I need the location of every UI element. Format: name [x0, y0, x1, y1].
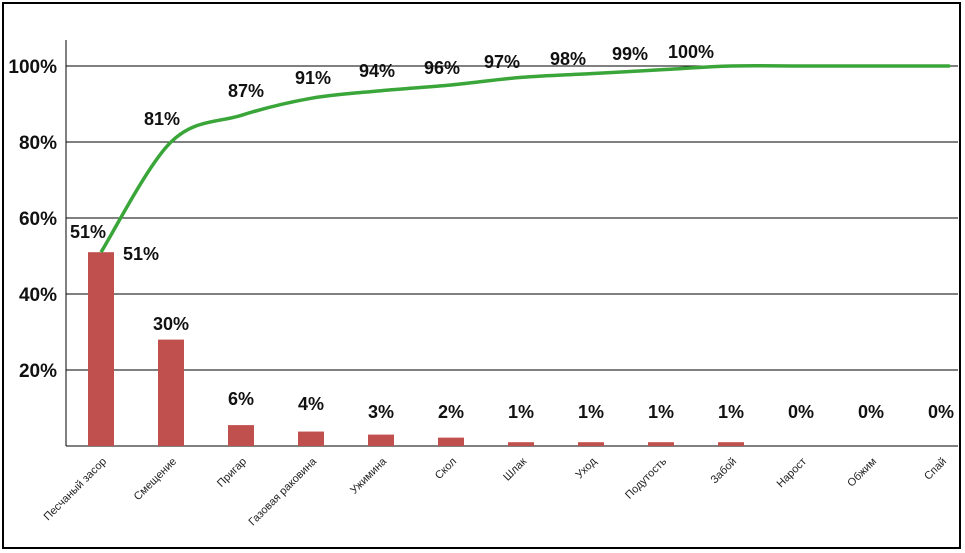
cumulative-data-label: 94%: [359, 61, 395, 81]
x-tick-label: Шлак: [501, 456, 529, 484]
bar-data-label: 6%: [228, 389, 254, 409]
cumulative-data-label: 96%: [424, 58, 460, 78]
bar-data-label: 1%: [578, 402, 604, 422]
x-tick-label: Скол: [433, 456, 459, 482]
bar: [158, 339, 184, 446]
bar: [648, 442, 674, 446]
bar: [368, 434, 394, 446]
bar-data-label: 1%: [508, 402, 534, 422]
x-tick-label: Нарост: [775, 456, 810, 491]
x-tick-label: Уход: [574, 455, 600, 481]
x-tick-label: Подутость: [623, 455, 669, 501]
bar-data-label: 2%: [438, 402, 464, 422]
bar-data-label: 0%: [858, 402, 884, 422]
cumulative-data-label: 98%: [550, 49, 586, 69]
y-tick-label: 40%: [19, 285, 57, 306]
bar-data-label: 1%: [648, 402, 674, 422]
bar-data-label: 4%: [298, 394, 324, 414]
bar: [718, 442, 744, 446]
bar: [298, 431, 324, 446]
bar-data-label: 3%: [368, 402, 394, 422]
bar: [578, 442, 604, 446]
x-tick-label: Газовая раковина: [246, 455, 319, 528]
x-tick-label: Спай: [922, 456, 949, 483]
bar-data-label: 51%: [123, 244, 159, 264]
x-tick-label: Ужимина: [348, 455, 390, 497]
cumulative-data-label: 100%: [668, 42, 714, 62]
bar-data-label: 30%: [153, 314, 189, 334]
x-tick-label: Забой: [708, 456, 739, 487]
cumulative-data-label: 91%: [295, 68, 331, 88]
cumulative-data-label: 81%: [144, 109, 180, 129]
cumulative-line: [99, 63, 951, 254]
x-tick-label: Смещение: [132, 456, 179, 503]
y-tick-label: 100%: [8, 57, 57, 78]
bar: [508, 442, 534, 446]
bar: [438, 437, 464, 446]
x-tick-label: Обжим: [845, 456, 879, 490]
bar-data-label: 1%: [718, 402, 744, 422]
bar: [228, 425, 254, 446]
bar: [88, 252, 114, 446]
y-tick-label: 20%: [19, 361, 57, 382]
cumulative-data-label: 87%: [228, 81, 264, 101]
bar-data-label: 0%: [788, 402, 814, 422]
y-tick-label: 60%: [19, 209, 57, 230]
x-tick-label: Пригар: [215, 456, 249, 490]
bar-data-label: 0%: [928, 402, 954, 422]
cumulative-data-label: 99%: [612, 44, 648, 64]
y-tick-label: 80%: [19, 133, 57, 154]
cumulative-data-label: 97%: [484, 52, 520, 72]
x-tick-label: Песчаный засор: [42, 456, 109, 523]
cumulative-data-label: 51%: [70, 222, 106, 242]
